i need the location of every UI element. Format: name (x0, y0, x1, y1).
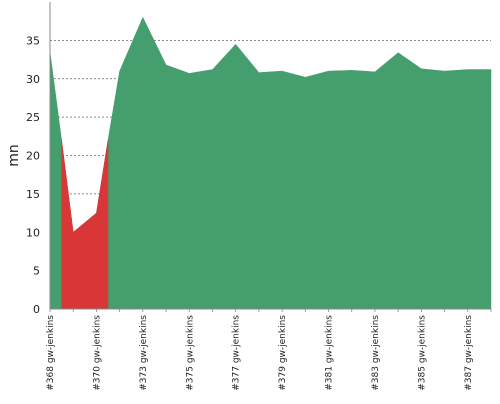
y-tick-label: 30 (26, 73, 40, 86)
x-tick-label: #373 gw-jenkins (139, 315, 149, 391)
failure-area (62, 140, 108, 309)
x-tick-label: #375 gw-jenkins (185, 315, 195, 391)
y-axis-title: mn (6, 144, 22, 167)
x-tick-label: #377 gw-jenkins (232, 315, 242, 391)
x-tick-label: #385 gw-jenkins (417, 315, 427, 391)
x-tick-label: #381 gw-jenkins (325, 315, 335, 391)
series-layer (50, 17, 491, 309)
x-tick-label: #387 gw-jenkins (464, 315, 474, 391)
y-tick-label: 0 (33, 303, 40, 316)
y-tick-label: 5 (33, 265, 40, 278)
x-tick-label: #368 gw-jenkins (46, 315, 56, 391)
success-area (50, 17, 491, 309)
y-tick-label: 20 (26, 150, 40, 163)
y-tick-label: 15 (26, 188, 40, 201)
x-tick-label: #370 gw-jenkins (92, 315, 102, 391)
y-tick-label: 10 (26, 226, 40, 239)
x-tick-label: #379 gw-jenkins (278, 315, 288, 391)
x-tick-label: #383 gw-jenkins (371, 315, 381, 391)
y-tick-label: 35 (26, 34, 40, 47)
y-tick-label: 25 (26, 111, 40, 124)
